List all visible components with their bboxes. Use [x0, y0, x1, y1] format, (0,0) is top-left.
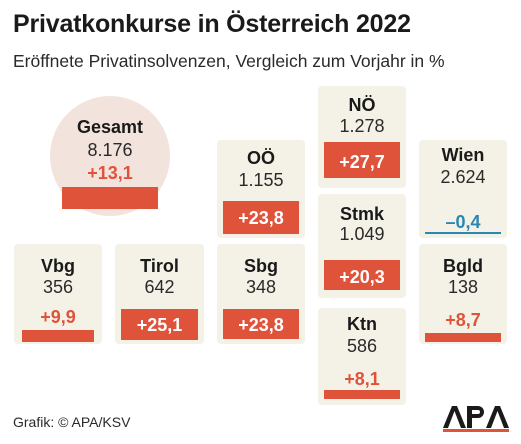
- region-count: 1.278: [339, 116, 385, 136]
- region-count: 642: [144, 277, 175, 297]
- chart-subtitle: Eröffnete Privatinsolvenzen, Vergleich z…: [13, 51, 445, 71]
- chart-title: Privatkonkurse in Österreich 2022: [13, 10, 411, 38]
- region-label: OÖ: [246, 148, 275, 168]
- change-value: +8,1: [344, 369, 380, 389]
- source-credit: Grafik: © APA/KSV: [13, 414, 131, 430]
- region-card-ooe: OÖ 1.155 +23,8: [217, 140, 305, 238]
- change-bar: [223, 201, 299, 234]
- region-card-tirol: Tirol 642 +25,1: [115, 244, 204, 344]
- region-card-gesamt: Gesamt 8.176 +13,1: [50, 96, 170, 216]
- region-count: 586: [346, 336, 378, 356]
- region-count: 138: [447, 277, 479, 297]
- region-label: Tirol: [140, 256, 179, 276]
- region-count: 348: [245, 277, 277, 297]
- region-card-vbg: Vbg 356 +9,9: [14, 244, 102, 344]
- region-count: 356: [42, 277, 74, 297]
- change-value: +23,8: [238, 208, 284, 228]
- change-bar: [62, 187, 158, 209]
- region-card-ktn: Ktn 586 +8,1: [318, 308, 406, 405]
- change-value: +25,1: [136, 315, 183, 335]
- region-label: Wien: [441, 145, 485, 165]
- change-value: +13,1: [87, 163, 133, 183]
- region-label: Sbg: [244, 256, 278, 276]
- region-label: Gesamt: [76, 117, 144, 137]
- change-bar: [425, 232, 501, 234]
- region-card-wien: Wien 2.624 –0,4: [419, 140, 507, 238]
- change-bar: [22, 330, 94, 342]
- region-count: 1.155: [238, 170, 284, 190]
- region-card-noe: NÖ 1.278 +27,7: [318, 86, 406, 188]
- change-value: +27,7: [339, 152, 385, 172]
- change-value: +9,9: [40, 307, 76, 327]
- change-bar: [324, 260, 400, 290]
- change-bar: [324, 390, 400, 399]
- change-bar: [425, 333, 501, 342]
- region-label: Bgld: [443, 256, 483, 276]
- region-count: 2.624: [440, 167, 486, 187]
- change-value: +23,8: [238, 315, 284, 335]
- region-card-stmk: Stmk 1.049 +20,3: [318, 194, 406, 298]
- apa-logo: [443, 406, 509, 432]
- region-card-sbg: Sbg 348 +23,8: [217, 244, 305, 344]
- change-bar: [223, 309, 299, 339]
- region-label: Ktn: [347, 314, 377, 334]
- change-bar: [324, 142, 400, 178]
- region-label: Vbg: [41, 256, 75, 276]
- region-label: NÖ: [348, 95, 376, 115]
- change-value: +20,3: [339, 267, 385, 287]
- change-value: +8,7: [445, 310, 481, 330]
- change-bar: [121, 309, 198, 340]
- region-card-bgld: Bgld 138 +8,7: [419, 244, 507, 344]
- region-count: 8.176: [87, 140, 133, 160]
- change-value: –0,4: [445, 212, 481, 232]
- region-count: 1.049: [339, 224, 385, 244]
- region-label: Stmk: [339, 204, 384, 224]
